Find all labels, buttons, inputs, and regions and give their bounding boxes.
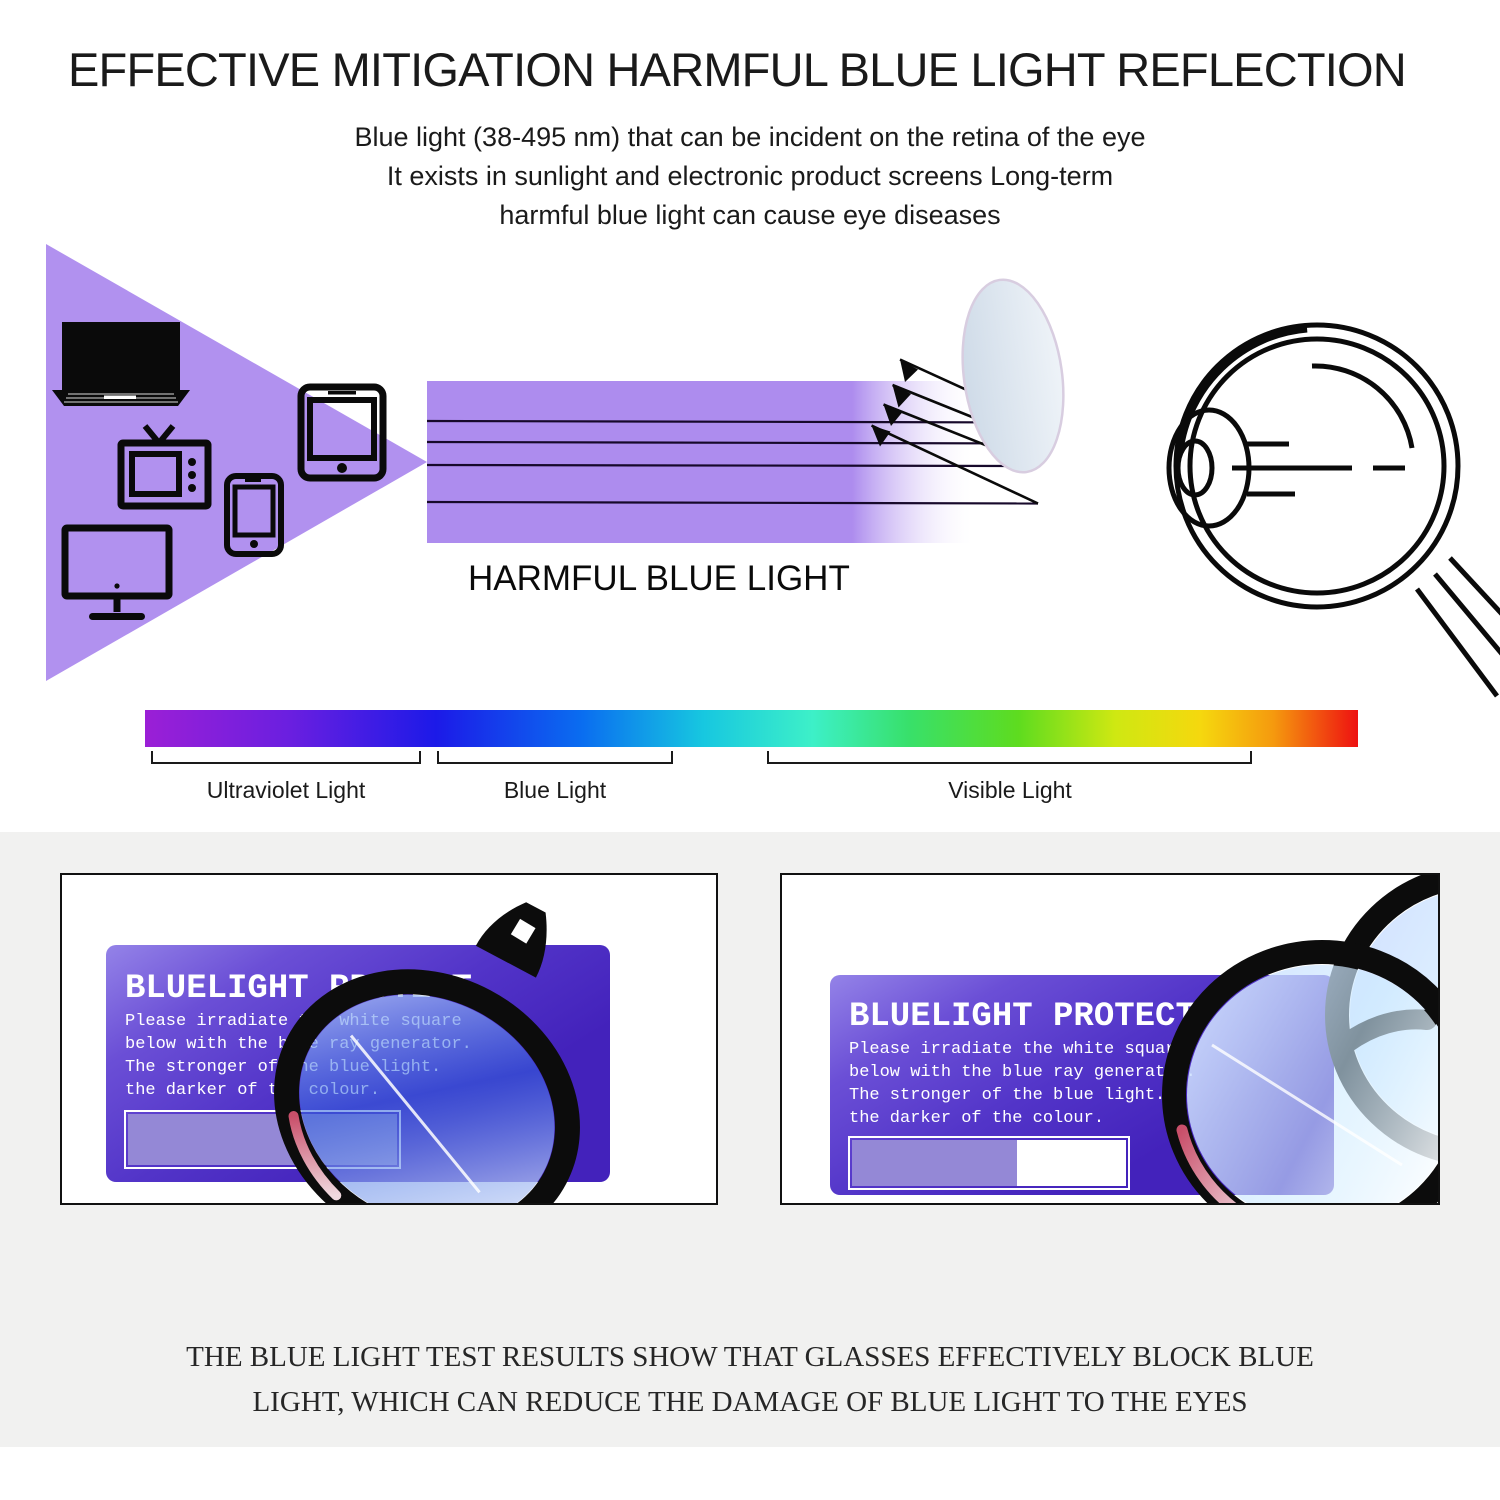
- svg-text:Blue Light: Blue Light: [504, 777, 607, 803]
- svg-text:Visible Light: Visible Light: [948, 777, 1072, 803]
- svg-text:below with the blue ray genera: below with the blue ray generator.: [849, 1063, 1196, 1082]
- svg-text:HARMFUL BLUE LIGHT: HARMFUL BLUE LIGHT: [468, 559, 850, 598]
- svg-text:Please irradiate the white squ: Please irradiate the white square: [849, 1040, 1186, 1059]
- svg-text:BLUELIGHT PROTECT: BLUELIGHT PROTECT: [849, 998, 1196, 1036]
- svg-text:the darker of the colour.: the darker of the colour.: [849, 1109, 1104, 1128]
- svg-text:Ultraviolet Light: Ultraviolet Light: [207, 777, 366, 803]
- svg-text:The stronger of the blue light: The stronger of the blue light.: [849, 1086, 1165, 1105]
